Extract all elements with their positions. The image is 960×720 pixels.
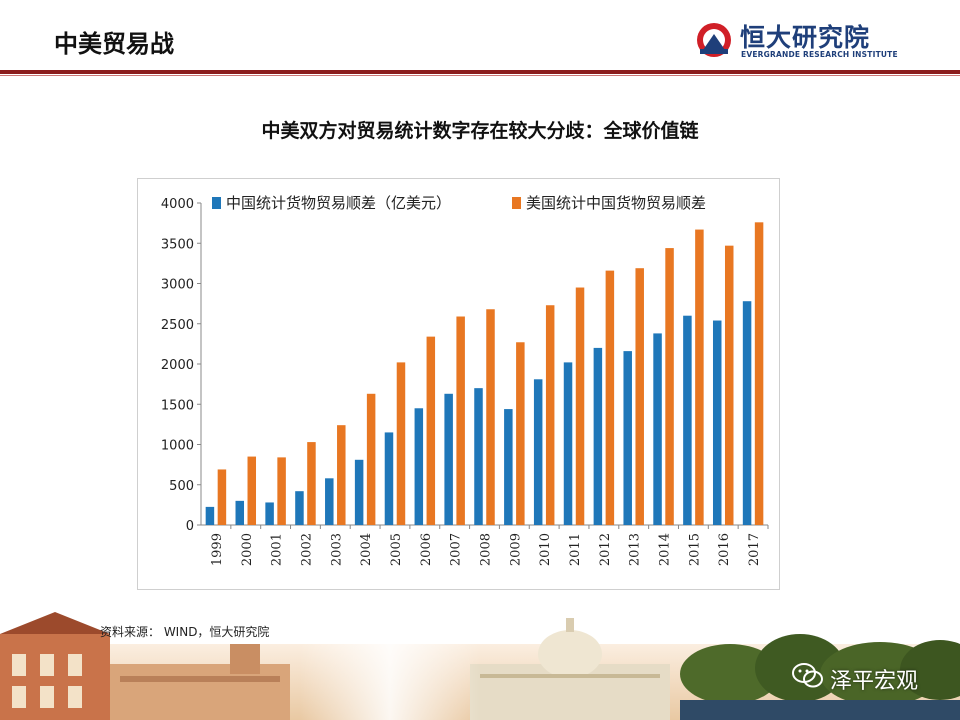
building-left: [0, 612, 290, 720]
bar-us: [277, 457, 286, 525]
x-tick-label: 2004: [359, 533, 374, 566]
x-tick-label: 2015: [687, 533, 702, 566]
y-tick-label: 1500: [161, 398, 194, 413]
x-tick-label: 2005: [389, 533, 404, 566]
x-tick-label: 2002: [299, 533, 314, 566]
footer-scenery: [0, 612, 960, 720]
bar-us: [724, 245, 734, 525]
logo-name: 恒大研究院: [740, 23, 871, 52]
bar-china: [712, 320, 722, 525]
y-tick-label: 3500: [161, 237, 194, 252]
legend-swatch-china: [212, 197, 221, 209]
bar-china: [742, 301, 752, 525]
x-tick-label: 2006: [419, 533, 434, 566]
bar-us: [217, 469, 227, 525]
bar-us: [396, 362, 406, 525]
x-tick-label: 2008: [479, 533, 494, 566]
logo-subtitle: EVERGRANDE RESEARCH INSTITUTE: [741, 50, 898, 59]
y-tick-label: 3000: [161, 278, 194, 293]
x-tick-label: 2016: [717, 533, 732, 566]
bar-china: [295, 491, 304, 525]
bar-us: [337, 425, 346, 525]
bar-us: [545, 305, 555, 525]
bar-china: [533, 379, 543, 525]
y-tick-label: 4000: [161, 197, 194, 212]
bar-china: [235, 500, 245, 525]
x-tick-label: 2003: [329, 533, 344, 566]
legend-swatch-us: [512, 197, 521, 209]
bar-china: [265, 502, 274, 525]
x-tick-label: 2007: [449, 533, 464, 566]
bar-china: [325, 478, 334, 525]
legend-label-us: 美国统计中国货物贸易顺差: [526, 194, 706, 212]
x-tick-label: 2013: [628, 533, 643, 566]
bar-china: [414, 408, 424, 525]
wechat-watermark: 泽平宏观: [792, 662, 942, 694]
bar-china: [623, 351, 632, 525]
x-tick-label: 2011: [568, 533, 583, 566]
chart-title: 中美双方对贸易统计数字存在较大分歧：全球价值链: [261, 120, 699, 142]
bar-us: [516, 342, 525, 525]
y-tick-label: 2500: [161, 318, 194, 333]
bar-china: [593, 347, 603, 525]
y-tick-label: 0: [186, 519, 194, 534]
bar-us: [605, 270, 615, 525]
x-tick-label: 2001: [270, 533, 285, 566]
y-tick-label: 2000: [161, 358, 194, 373]
watermark-text: 泽平宏观: [830, 669, 919, 694]
trees: [680, 634, 960, 720]
bar-us: [426, 336, 436, 525]
bar-china: [474, 388, 483, 525]
bar-china: [504, 409, 513, 525]
x-tick-label: 2012: [598, 533, 613, 566]
bar-us: [695, 229, 704, 525]
bar-us: [635, 268, 644, 525]
x-tick-label: 2010: [538, 533, 553, 566]
x-tick-label: 2014: [658, 533, 673, 566]
bar-us: [456, 316, 465, 525]
legend-label-china: 中国统计货物贸易顺差（亿美元）: [226, 194, 451, 212]
bar-china: [444, 393, 453, 525]
wechat-icon: [792, 663, 823, 688]
bar-us: [307, 442, 316, 525]
x-tick-label: 1999: [210, 533, 225, 566]
bar-chart: 0 500 1000 1500 2000 2500 3000 3500 4000 1999 2000…: [161, 194, 769, 566]
building-capitol: [470, 618, 670, 720]
bar-china: [384, 432, 394, 525]
y-tick-label: 1000: [161, 439, 194, 454]
evergrande-logo-icon: [697, 23, 731, 57]
x-tick-label: 2009: [508, 533, 523, 566]
bar-us: [486, 309, 495, 525]
evergrande-logo: 恒大研究院 EVERGRANDE RESEARCH INSTITUTE: [694, 18, 898, 62]
header-title: 中美贸易战: [54, 30, 174, 58]
bar-us: [665, 248, 674, 525]
y-tick-label: 500: [169, 479, 194, 494]
header-rule: [0, 70, 960, 74]
bar-china: [563, 362, 573, 525]
x-tick-label: 2017: [747, 533, 762, 566]
bar-china: [653, 333, 662, 525]
bar-us: [247, 456, 257, 525]
x-tick-label: 2000: [240, 533, 255, 566]
bar-china: [205, 506, 215, 525]
bar-us: [754, 222, 764, 525]
bar-china: [354, 459, 364, 525]
bar-china: [683, 315, 692, 525]
bar-us: [575, 287, 585, 525]
chart-frame: 0 500 1000 1500 2000 2500 3000 3500 4000 1999 2000…: [137, 178, 780, 590]
header-rule-thin: [0, 75, 960, 76]
source-note: 资料来源： WIND，恒大研究院: [100, 625, 270, 639]
bar-us: [366, 393, 376, 525]
